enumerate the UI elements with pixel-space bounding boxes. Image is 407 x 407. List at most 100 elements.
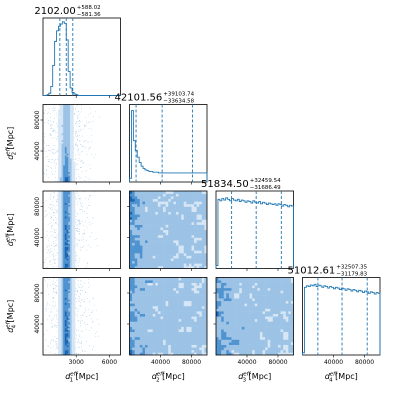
density-cell <box>147 316 151 320</box>
density-cell <box>142 331 146 335</box>
density-cell <box>160 334 164 338</box>
panel-frame <box>42 277 121 356</box>
density-cell <box>145 219 148 223</box>
density-cell <box>145 258 148 262</box>
density-cell <box>181 347 185 351</box>
sample-point <box>84 229 85 231</box>
density-cell <box>68 233 71 236</box>
density-cell <box>66 226 69 229</box>
density-cell <box>183 285 187 289</box>
density-cell <box>199 227 203 231</box>
density-cell <box>160 287 164 291</box>
density-cell <box>181 232 185 236</box>
density-cell <box>139 293 143 296</box>
density-cell <box>66 316 69 319</box>
density-cell <box>73 351 76 354</box>
density-cell <box>137 293 141 296</box>
density-cell <box>191 321 195 325</box>
density-cell <box>68 282 71 285</box>
density-cell <box>63 243 66 246</box>
density-cell <box>134 305 138 309</box>
density-cell <box>61 314 64 317</box>
density-cell <box>61 123 64 126</box>
density-cell <box>64 219 67 222</box>
density-cell <box>66 104 69 107</box>
density-cell <box>204 232 207 236</box>
density-cell <box>68 296 71 299</box>
sample-point <box>56 139 57 141</box>
density-cell <box>64 155 67 158</box>
density-cell <box>196 237 200 241</box>
density-cell <box>64 109 67 112</box>
density-cell <box>129 277 133 281</box>
density-cell <box>129 240 133 243</box>
density-cell <box>155 352 159 355</box>
sample-point <box>76 334 77 336</box>
density-cell <box>68 279 71 282</box>
sample-point <box>54 136 56 138</box>
density-cell <box>176 295 179 299</box>
density-cell <box>201 260 205 264</box>
density-cell <box>191 282 195 286</box>
density-cell <box>61 128 64 131</box>
density-cell <box>63 109 66 112</box>
density-cell <box>201 214 205 218</box>
sample-point <box>83 322 85 324</box>
density-cell <box>142 305 146 309</box>
density-cell <box>61 322 64 325</box>
density-cell <box>63 258 66 261</box>
density-cell <box>73 251 76 254</box>
density-cell <box>61 285 64 288</box>
density-cell <box>139 258 143 262</box>
sample-point <box>87 262 89 264</box>
density-cell <box>59 329 62 332</box>
density-cell <box>64 146 67 149</box>
density-cell <box>194 344 197 348</box>
density-cell <box>186 265 190 269</box>
density-cell <box>71 119 74 122</box>
density-cell <box>160 258 164 262</box>
density-cell <box>194 349 197 353</box>
density-cell <box>66 228 69 231</box>
density-cell <box>69 287 72 290</box>
density-cell <box>186 229 190 233</box>
density-cell <box>155 229 159 233</box>
density-cell <box>196 344 200 348</box>
density-cell <box>132 290 135 294</box>
density-cell <box>134 253 138 256</box>
density-cell <box>59 119 62 122</box>
density-cell <box>160 255 164 259</box>
density-cell <box>163 258 166 262</box>
sample-point <box>45 310 47 312</box>
density-cell <box>188 193 192 197</box>
density-cell <box>68 194 71 197</box>
density-cell <box>69 346 72 349</box>
density-cell <box>188 344 192 348</box>
density-cell <box>165 295 169 299</box>
sample-point <box>54 149 56 151</box>
density-cell <box>63 143 66 146</box>
density-cell <box>183 303 187 307</box>
density-cell <box>68 351 71 354</box>
density-cell <box>176 191 179 194</box>
density-cell <box>66 331 69 334</box>
density-cell <box>186 258 190 262</box>
density-cell <box>147 308 151 312</box>
density-cell <box>59 309 62 312</box>
density-cell <box>64 133 67 136</box>
density-cell <box>64 263 67 266</box>
density-cell <box>64 124 67 127</box>
density-cell <box>69 284 72 287</box>
sample-point <box>51 251 53 252</box>
sample-point <box>48 120 50 121</box>
density-cell <box>63 223 66 225</box>
density-cell <box>186 285 190 289</box>
density-cell <box>132 247 135 251</box>
density-cell <box>160 191 164 194</box>
sample-point <box>52 225 53 226</box>
density-cell <box>69 173 72 176</box>
density-cell <box>155 287 159 291</box>
density-cell <box>142 234 146 238</box>
density-cell <box>157 280 161 283</box>
density-cell <box>204 277 207 281</box>
